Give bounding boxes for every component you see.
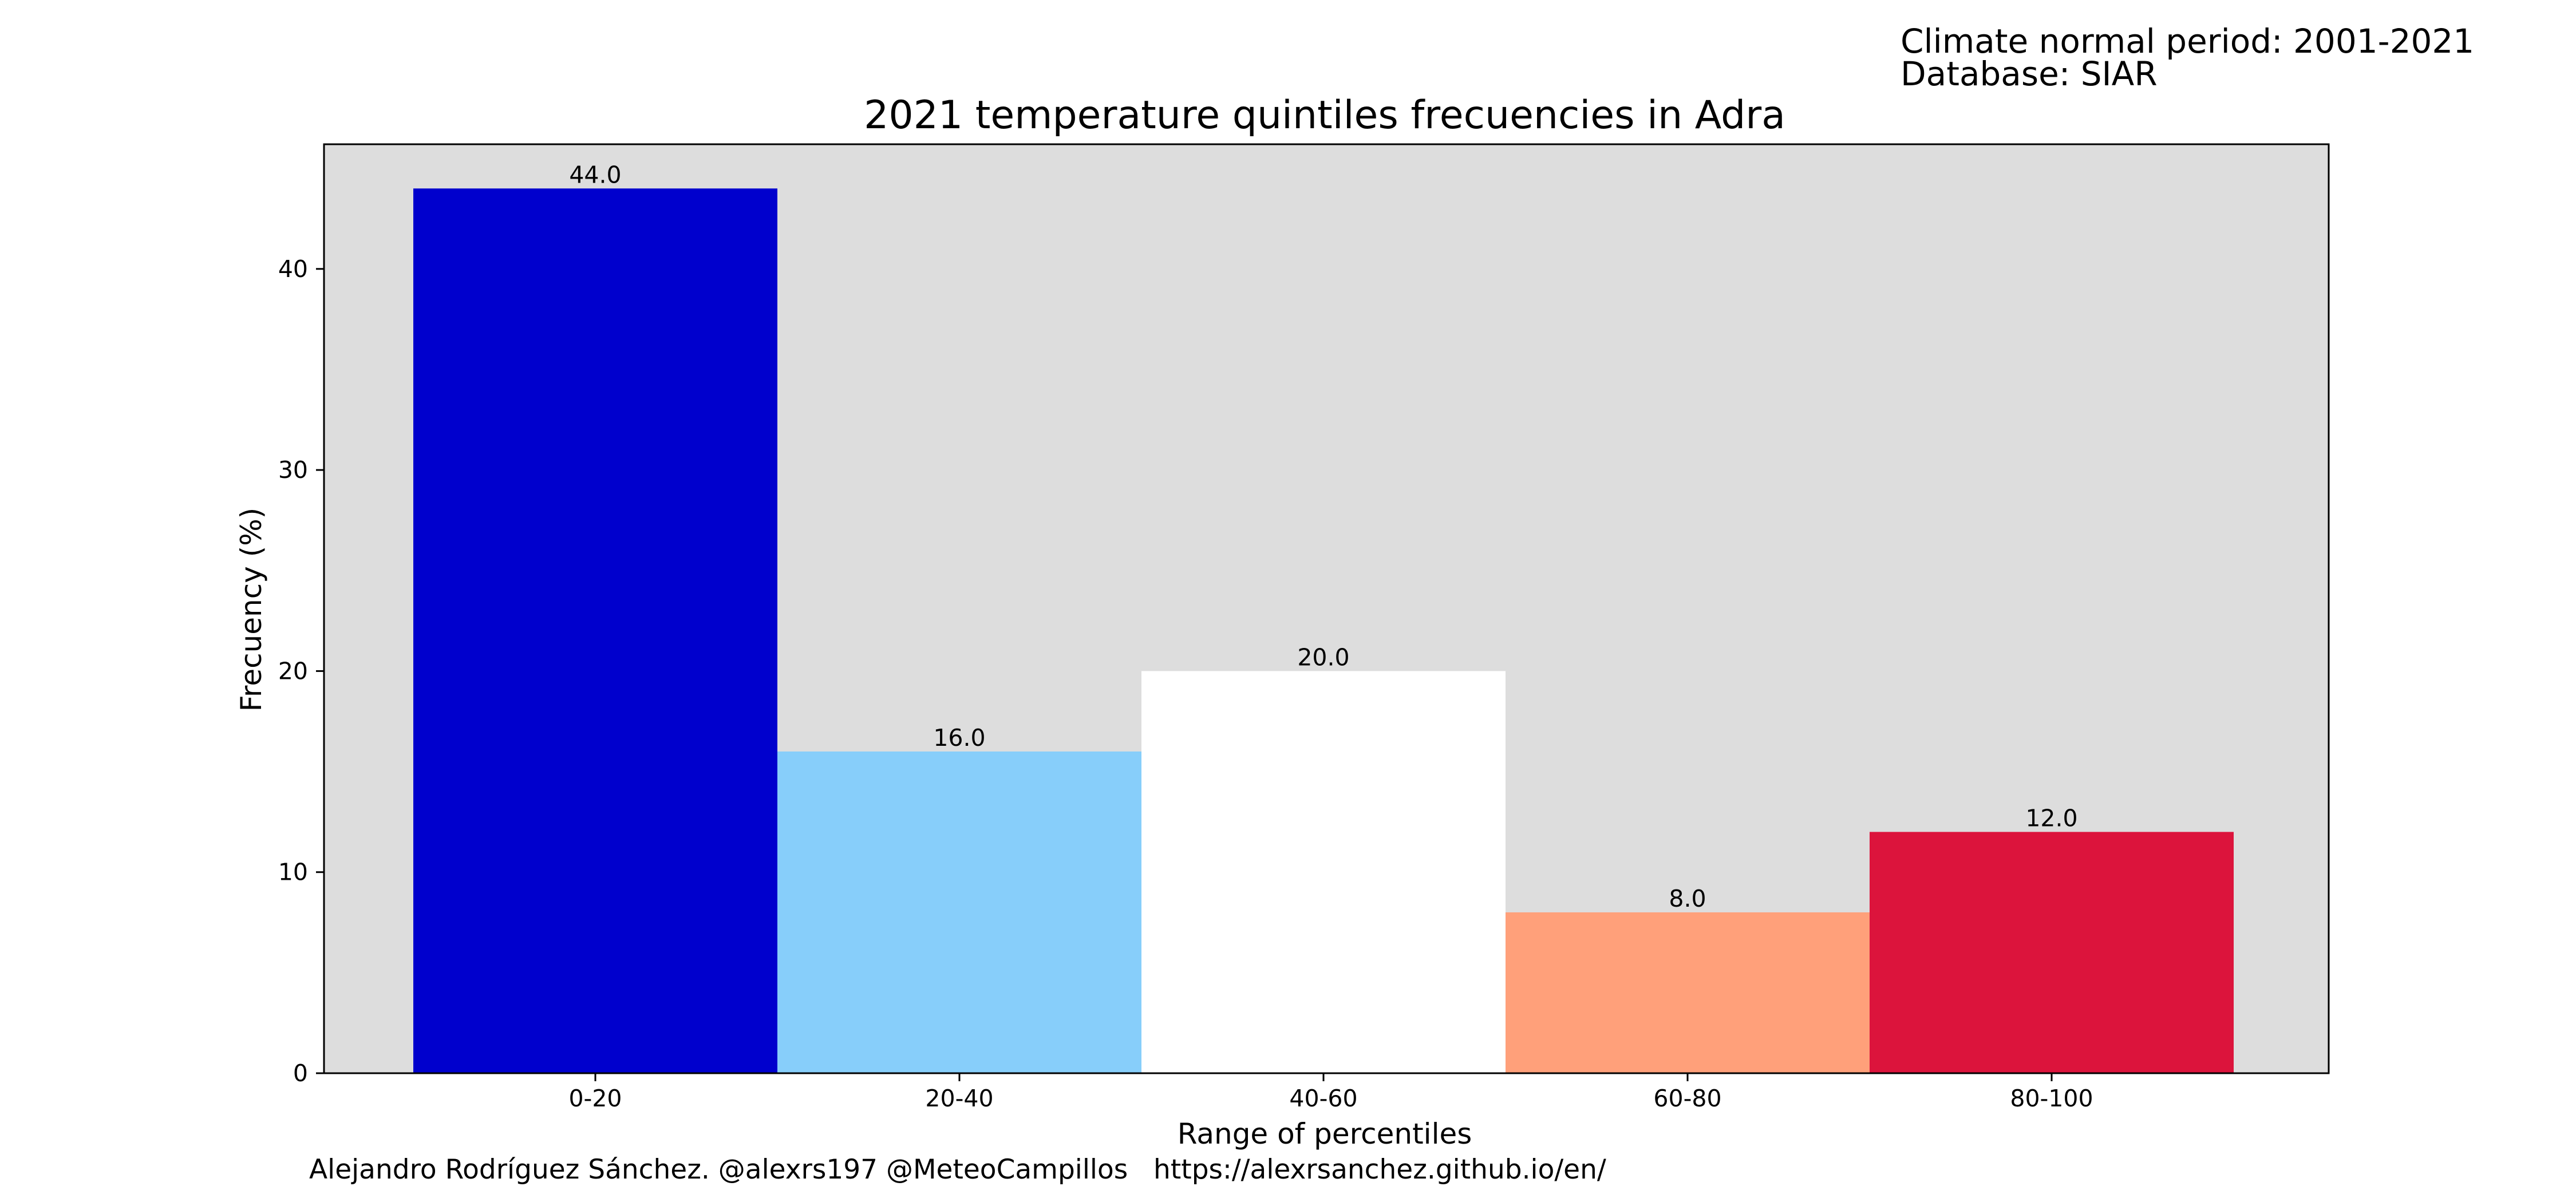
value-label-80-100: 12.0: [2025, 804, 2077, 832]
chart-title: 2021 temperature quintiles frecuencies i…: [864, 93, 1785, 138]
climate-period-text: Climate normal period: 2001-2021: [1901, 22, 2475, 61]
x-axis-label: Range of percentiles: [1178, 1117, 1472, 1150]
y-axis: 0 10 20 30 40: [278, 255, 324, 1087]
value-label-60-80: 8.0: [1669, 885, 1706, 912]
y-tick-label-30: 30: [278, 456, 308, 484]
y-tick-label-40: 40: [278, 255, 308, 283]
dataset-info: Climate normal period: 2001-2021 Databas…: [1901, 25, 2474, 90]
value-label-0-20: 44.0: [569, 161, 621, 188]
bars-group: [413, 188, 2234, 1074]
bar-20-40: [777, 751, 1141, 1073]
x-tick-label-20-40: 20-40: [925, 1085, 993, 1112]
author-credit: Alejandro Rodríguez Sánchez. @alexrs197 …: [309, 1154, 1128, 1185]
bar-40-60: [1141, 671, 1506, 1073]
database-text: Database: SIAR: [1901, 54, 2158, 93]
y-tick-label-0: 0: [293, 1059, 308, 1087]
x-axis: 0-20 20-40 40-60 60-80 80-100: [568, 1073, 2093, 1112]
plot-frame: [323, 143, 2330, 1074]
bar-60-80: [1506, 912, 1870, 1073]
y-tick-label-10: 10: [278, 859, 308, 886]
credits-line: Alejandro Rodríguez Sánchez. @alexrs197 …: [309, 1154, 1606, 1185]
value-label-40-60: 20.0: [1297, 643, 1349, 671]
x-tick-label-80-100: 80-100: [2010, 1085, 2093, 1112]
bar-0-20: [413, 188, 777, 1074]
value-label-20-40: 16.0: [933, 724, 985, 752]
website-url: https://alexrsanchez.github.io/en/: [1153, 1154, 1606, 1185]
y-tick-label-20: 20: [278, 657, 308, 685]
x-tick-label-60-80: 60-80: [1653, 1085, 1721, 1112]
x-tick-label-0-20: 0-20: [568, 1085, 622, 1112]
value-labels-group: 44.0 16.0 20.0 8.0 12.0: [569, 161, 2077, 912]
y-axis-label: Frecuency (%): [235, 508, 268, 711]
bar-80-100: [1870, 832, 2234, 1073]
x-tick-label-40-60: 40-60: [1289, 1085, 1357, 1112]
